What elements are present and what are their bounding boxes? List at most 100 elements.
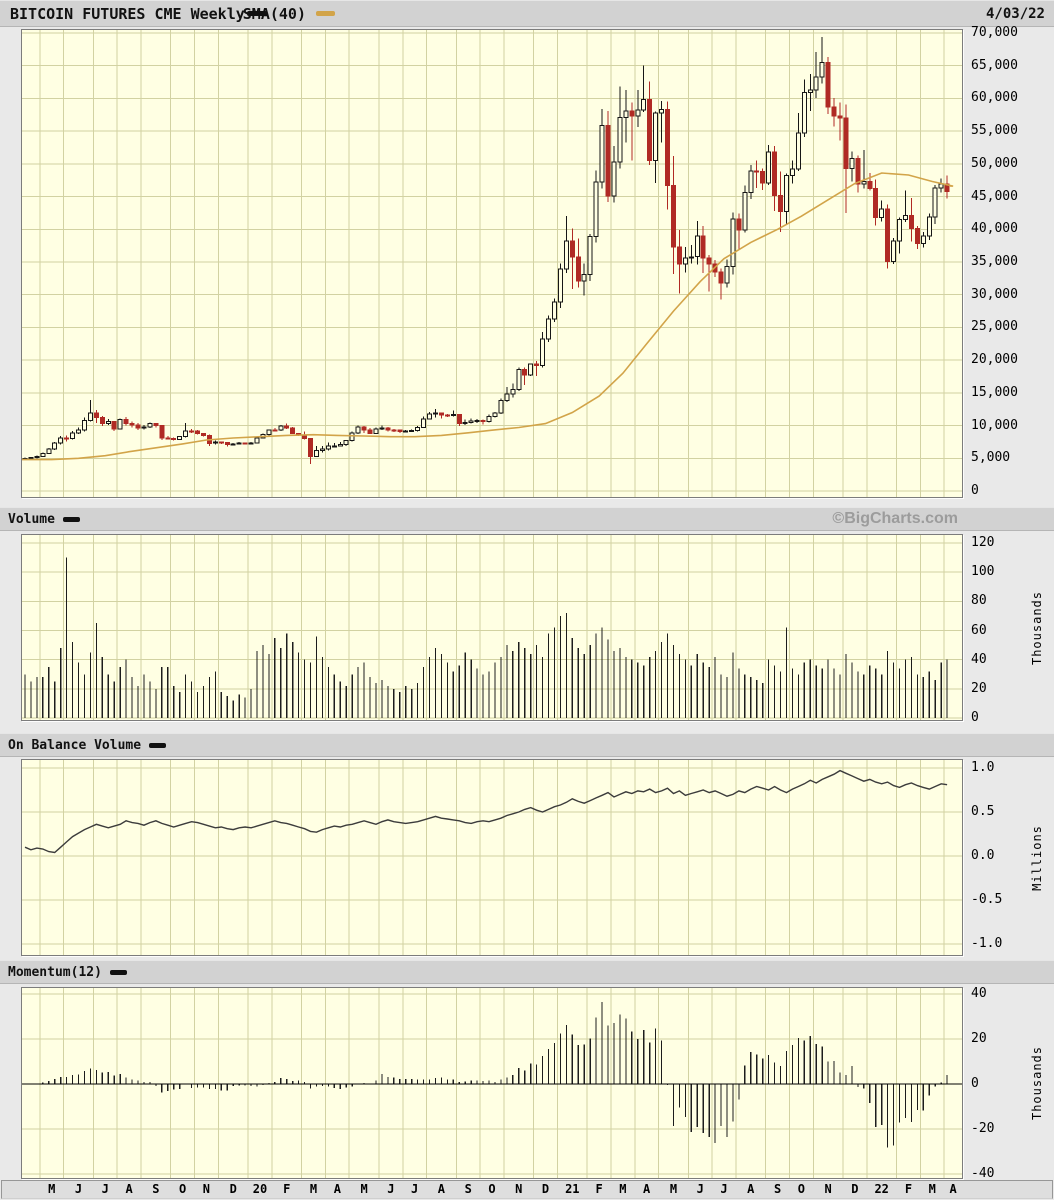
obv-unit-label: Millions (1030, 824, 1045, 891)
month-label: M (309, 1182, 318, 1196)
month-label: F (595, 1182, 603, 1196)
month-label: N (824, 1182, 832, 1196)
y-tick-label: 0.5 (971, 804, 995, 819)
y-tick-label: -1.0 (971, 936, 1003, 951)
month-label: S (773, 1182, 782, 1196)
price-candlestick-panel (21, 29, 963, 498)
month-label: D (541, 1182, 550, 1196)
month-label: F (904, 1182, 913, 1196)
month-label: J (387, 1182, 395, 1196)
price-chart-svg (22, 30, 962, 497)
y-tick-label: 70,000 (971, 25, 1018, 40)
sma40-line (22, 172, 954, 461)
month-label: N (515, 1182, 523, 1196)
volume-unit-label: Thousands (1030, 590, 1044, 665)
obv-chart-svg (22, 760, 962, 955)
month-label: J (74, 1182, 83, 1196)
y-tick-label: 60 (971, 622, 987, 638)
y-tick-label: 0 (971, 1076, 979, 1091)
chart-date: 4/03/22 (985, 5, 1045, 22)
y-tick-label: 0 (971, 483, 979, 498)
month-label: J (720, 1182, 728, 1196)
month-label: J (696, 1182, 704, 1196)
volume-legend-dash (62, 516, 80, 522)
month-label: F (283, 1182, 291, 1196)
momentum-legend-dash (109, 969, 127, 975)
month-label: D (851, 1182, 859, 1196)
momentum-panel (21, 987, 963, 1179)
month-label: A (333, 1182, 341, 1196)
y-tick-label: 30,000 (971, 286, 1018, 302)
month-label: S (464, 1182, 472, 1196)
y-tick-label: 45,000 (971, 188, 1018, 204)
month-label: J (101, 1182, 109, 1196)
y-tick-label: 25,000 (971, 319, 1018, 335)
month-label: 21 (565, 1182, 580, 1196)
y-tick-label: 40 (971, 986, 987, 1001)
momentum-unit-label: Thousands (1030, 1045, 1044, 1121)
y-tick-label: 60,000 (971, 90, 1018, 106)
y-tick-label: 5,000 (971, 450, 1011, 466)
month-label: M (48, 1182, 56, 1196)
month-label: J (411, 1182, 419, 1196)
y-tick-label: -0.5 (971, 892, 1003, 907)
symbol-title: BITCOIN FUTURES CME (10, 4, 182, 23)
y-tick-label: 1.0 (971, 760, 995, 775)
momentum-panel-header: Momentum(12) (0, 960, 1054, 984)
month-label: N (202, 1182, 211, 1196)
obv-panel-label: On Balance Volume (8, 737, 142, 753)
month-label: 20 (252, 1182, 268, 1196)
sma-color-swatch-icon (316, 11, 335, 16)
month-label: O (488, 1182, 496, 1196)
month-label: A (125, 1182, 133, 1196)
volume-panel-label: Volume (8, 511, 55, 527)
title-bar: BITCOIN FUTURES CME Weekly SMA(40) 4/03/… (0, 0, 1054, 27)
y-tick-label: 50,000 (971, 155, 1018, 171)
month-label: A (643, 1182, 651, 1196)
momentum-panel-label: Momentum(12) (8, 964, 102, 980)
y-tick-label: -20 (971, 1121, 995, 1136)
momentum-chart-svg (22, 988, 962, 1178)
y-tick-label: 55,000 (971, 123, 1018, 139)
month-label: D (229, 1182, 237, 1196)
y-tick-label: 20,000 (971, 352, 1018, 368)
obv-legend-dash (149, 742, 167, 748)
y-tick-label: 40,000 (971, 221, 1018, 237)
month-label: M (928, 1182, 936, 1196)
obv-panel-header: On Balance Volume (0, 733, 1054, 757)
y-tick-label: 20 (971, 680, 987, 696)
month-label: S (152, 1182, 160, 1196)
obv-line (24, 769, 948, 854)
month-label: O (797, 1182, 805, 1196)
y-tick-label: 0.0 (971, 848, 995, 863)
month-label: M (360, 1182, 368, 1196)
sma-overlay-label: SMA(40) (242, 4, 306, 23)
month-label: 22 (874, 1182, 889, 1196)
y-tick-label: 80 (971, 593, 987, 609)
sma-legend-dash (246, 11, 267, 16)
period-label: Weekly (190, 4, 245, 23)
y-tick-label: 100 (971, 564, 995, 580)
y-tick-label: 35,000 (971, 254, 1018, 269)
y-tick-label: -40 (971, 1166, 995, 1181)
volume-chart-svg (22, 535, 962, 720)
x-axis-strip (1, 1180, 1053, 1199)
y-tick-label: 10,000 (971, 417, 1018, 433)
bigcharts-watermark: ©BigCharts.com (832, 510, 958, 527)
volume-panel-header: Volume ©BigCharts.com (0, 507, 1054, 531)
month-label: M (669, 1182, 678, 1196)
y-tick-label: 20 (971, 1031, 987, 1046)
y-tick-label: 120 (971, 535, 995, 550)
y-tick-label: 15,000 (971, 384, 1018, 400)
month-label: A (437, 1182, 446, 1196)
month-label: M (619, 1182, 627, 1196)
obv-panel (21, 759, 963, 956)
y-tick-label: 0 (971, 710, 979, 725)
month-label: A (949, 1182, 957, 1196)
month-label: O (179, 1182, 187, 1196)
y-tick-label: 65,000 (971, 57, 1018, 73)
month-label: A (747, 1182, 755, 1196)
volume-panel (21, 534, 963, 721)
y-tick-label: 40 (971, 651, 987, 667)
